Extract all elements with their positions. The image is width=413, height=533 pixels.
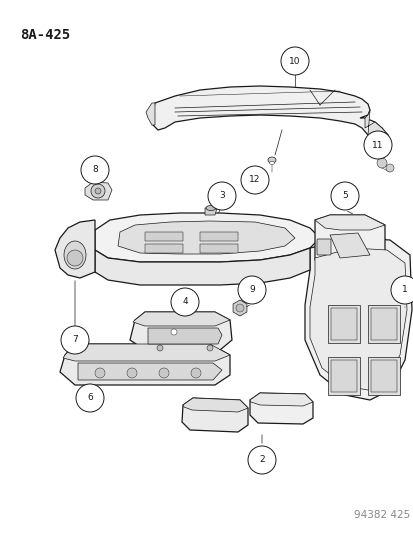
Circle shape [235, 304, 243, 312]
Circle shape [95, 188, 101, 194]
Circle shape [385, 164, 393, 172]
Polygon shape [364, 110, 389, 148]
Polygon shape [130, 312, 231, 350]
Ellipse shape [267, 157, 275, 163]
Circle shape [190, 368, 201, 378]
Text: 10: 10 [289, 56, 300, 66]
Circle shape [157, 345, 163, 351]
Polygon shape [60, 344, 230, 385]
Polygon shape [314, 215, 384, 230]
Circle shape [171, 288, 199, 316]
Polygon shape [304, 238, 411, 400]
Text: 3: 3 [218, 191, 224, 200]
Circle shape [67, 250, 83, 266]
FancyBboxPatch shape [316, 239, 330, 255]
Circle shape [330, 182, 358, 210]
Circle shape [240, 166, 268, 194]
Polygon shape [95, 213, 319, 262]
Text: 2: 2 [259, 456, 264, 464]
Polygon shape [249, 393, 312, 406]
Text: 4: 4 [182, 297, 188, 306]
Polygon shape [63, 344, 230, 361]
Text: 1: 1 [401, 286, 407, 295]
Polygon shape [95, 248, 309, 285]
Circle shape [206, 345, 212, 351]
Polygon shape [182, 398, 247, 432]
Polygon shape [133, 312, 230, 326]
Polygon shape [183, 398, 247, 412]
Polygon shape [367, 305, 399, 343]
Polygon shape [118, 221, 294, 254]
Polygon shape [199, 232, 237, 241]
Polygon shape [370, 308, 396, 340]
Text: 6: 6 [87, 393, 93, 402]
Polygon shape [145, 244, 183, 253]
Ellipse shape [64, 241, 86, 269]
Polygon shape [309, 248, 406, 390]
Circle shape [159, 368, 169, 378]
Polygon shape [327, 357, 359, 395]
Text: 94382 425: 94382 425 [353, 510, 409, 520]
Text: 12: 12 [249, 175, 260, 184]
Polygon shape [147, 328, 221, 344]
Circle shape [81, 156, 109, 184]
Circle shape [390, 276, 413, 304]
Circle shape [76, 384, 104, 412]
Ellipse shape [206, 206, 216, 211]
Polygon shape [152, 86, 389, 148]
Circle shape [61, 326, 89, 354]
Polygon shape [329, 233, 369, 258]
Text: 11: 11 [371, 141, 383, 149]
Circle shape [95, 368, 105, 378]
Text: 8: 8 [92, 166, 97, 174]
Polygon shape [367, 357, 399, 395]
Text: 7: 7 [72, 335, 78, 344]
Circle shape [237, 276, 266, 304]
Polygon shape [330, 308, 356, 340]
Text: 8A-425: 8A-425 [20, 28, 70, 42]
Polygon shape [199, 244, 237, 253]
Polygon shape [146, 103, 154, 125]
Polygon shape [145, 232, 183, 241]
Circle shape [280, 47, 308, 75]
Text: 5: 5 [341, 191, 347, 200]
Circle shape [376, 158, 386, 168]
Circle shape [127, 368, 137, 378]
Polygon shape [327, 305, 359, 343]
Ellipse shape [269, 161, 274, 165]
Polygon shape [330, 360, 356, 392]
Polygon shape [249, 393, 312, 424]
Polygon shape [314, 215, 384, 268]
Polygon shape [204, 208, 216, 215]
Circle shape [207, 182, 235, 210]
Circle shape [171, 329, 177, 335]
Text: 9: 9 [249, 286, 254, 295]
Polygon shape [370, 360, 396, 392]
Circle shape [247, 446, 275, 474]
Polygon shape [78, 363, 221, 380]
Polygon shape [85, 182, 112, 200]
Circle shape [363, 131, 391, 159]
Polygon shape [55, 220, 95, 278]
Circle shape [91, 184, 105, 198]
